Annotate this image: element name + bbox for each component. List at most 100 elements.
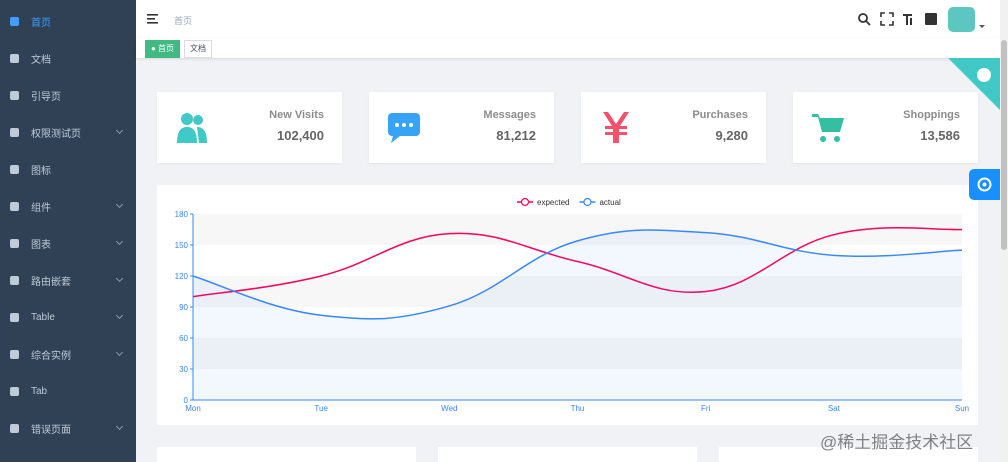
y-tick-label: 120 xyxy=(175,272,189,281)
panel-icon xyxy=(811,110,845,144)
panel[interactable]: New Visits 102,400 xyxy=(157,92,342,163)
y-tick-label: 150 xyxy=(175,241,189,250)
menu-item[interactable]: Tab xyxy=(0,373,136,410)
menu-icon xyxy=(10,239,19,248)
watermark: @稀土掘金技术社区 xyxy=(820,433,974,452)
panel-label: Shoppings xyxy=(903,109,960,121)
menu-icon xyxy=(10,202,19,211)
x-tick-label: Mon xyxy=(185,404,201,413)
split-area xyxy=(193,245,962,276)
menu-label: 引导页 xyxy=(31,92,61,103)
menu-icon xyxy=(10,313,19,322)
menu-label: 首页 xyxy=(31,18,51,29)
x-tick-label: Fri xyxy=(701,404,711,413)
submenu-arrow xyxy=(115,200,124,209)
search-icon[interactable] xyxy=(858,13,871,26)
x-tick-label: Thu xyxy=(571,404,585,413)
menu-item[interactable]: 文档 xyxy=(0,40,136,77)
split-area xyxy=(193,214,962,245)
panel-value: 9,280 xyxy=(715,128,748,143)
panel[interactable]: Purchases 9,280 xyxy=(581,92,766,163)
menu-item[interactable]: 图表 xyxy=(0,225,136,262)
menu-item[interactable]: 引导页 xyxy=(0,77,136,114)
sidebar: 首页文档引导页权限测试页图标组件图表路由嵌套 Table 综合实例 Tab 错误页面 xyxy=(0,0,136,462)
submenu-arrow xyxy=(115,422,124,431)
line xyxy=(192,227,963,298)
bottom-card xyxy=(438,447,697,462)
breadcrumb: 首页 xyxy=(174,16,193,26)
hamburger[interactable] xyxy=(147,14,158,24)
menu-label: 错误页面 xyxy=(31,425,71,436)
menu-label: 组件 xyxy=(31,203,51,214)
panel-icon xyxy=(175,110,209,144)
legend-label: actual xyxy=(599,198,621,207)
menu-icon xyxy=(10,165,19,174)
panel[interactable]: Shoppings 13,586 xyxy=(793,92,978,163)
legend-label: expected xyxy=(537,198,569,207)
menu-label: 图标 xyxy=(31,166,51,177)
menu-icon xyxy=(10,424,19,433)
avatar-caret[interactable] xyxy=(979,25,985,28)
menu-icon xyxy=(10,54,19,63)
tags-view: ● 首页 文档 xyxy=(136,38,1000,58)
menu-item[interactable]: 综合实例 xyxy=(0,336,136,373)
panel-label: Messages xyxy=(483,109,536,121)
panel-label: Purchases xyxy=(692,109,748,121)
github-corner[interactable] xyxy=(948,58,1000,110)
menu-label: 路由嵌套 xyxy=(31,277,71,288)
submenu-arrow xyxy=(115,237,124,246)
legend-marker xyxy=(583,197,592,207)
submenu-arrow xyxy=(115,126,124,135)
size-icon[interactable] xyxy=(903,14,912,25)
y-tick-label: 60 xyxy=(179,334,188,343)
menu-icon xyxy=(10,387,19,396)
line-chart: 0 30 60 90 120 150 180 Mon Tue Wed Thu Fri Sat Sun exp… xyxy=(175,197,969,413)
y-tick-label: 0 xyxy=(184,396,189,405)
menu-icon xyxy=(10,91,19,100)
menu-label: 权限测试页 xyxy=(31,129,81,140)
menu-label: Tab xyxy=(31,386,48,397)
y-tick-label: 30 xyxy=(179,365,188,374)
bottom-card xyxy=(719,447,978,462)
submenu-arrow xyxy=(115,274,124,283)
scrollbar xyxy=(1000,0,1008,462)
tag[interactable]: 文档 xyxy=(184,40,212,58)
submenu-arrow xyxy=(115,348,124,357)
split-area xyxy=(193,369,962,400)
panel-icon xyxy=(599,110,633,144)
menu-item[interactable]: 路由嵌套 xyxy=(0,262,136,299)
fullscreen-icon[interactable] xyxy=(880,12,894,26)
menu-item[interactable]: Table xyxy=(0,299,136,336)
menu-item[interactable]: 首页 xyxy=(0,3,136,40)
bottom-card xyxy=(157,447,416,462)
panel-value: 13,586 xyxy=(920,128,960,143)
panel[interactable]: Messages 81,212 xyxy=(369,92,554,163)
x-tick-label: Wed xyxy=(441,404,457,413)
area xyxy=(193,230,962,400)
panel-value: 81,212 xyxy=(496,128,536,143)
settings-button[interactable] xyxy=(969,169,1000,200)
menu-item[interactable]: 错误页面 xyxy=(0,410,136,447)
split-area xyxy=(193,338,962,369)
legend-marker xyxy=(520,197,530,207)
menu-label: 综合实例 xyxy=(31,351,71,362)
menu-item[interactable]: 权限测试页 xyxy=(0,114,136,151)
submenu-arrow xyxy=(115,311,124,320)
x-tick-label: Tue xyxy=(314,404,328,413)
avatar[interactable] xyxy=(948,7,975,32)
tag[interactable]: ● 首页 xyxy=(145,40,181,58)
navbar-icons xyxy=(147,7,985,32)
lang-icon[interactable] xyxy=(925,13,937,25)
menu-item[interactable]: 图标 xyxy=(0,151,136,188)
x-tick-label: Sun xyxy=(955,404,969,413)
navbar: 首页 xyxy=(136,0,1000,39)
menu-label: 文档 xyxy=(31,55,51,66)
panel-icon xyxy=(387,110,421,144)
y-tick-label: 90 xyxy=(179,303,188,312)
menu-icon xyxy=(10,276,19,285)
menu-label: Table xyxy=(31,312,55,323)
menu-icon xyxy=(10,17,19,26)
menu-label: 图表 xyxy=(31,240,51,251)
menu-item[interactable]: 组件 xyxy=(0,188,136,225)
